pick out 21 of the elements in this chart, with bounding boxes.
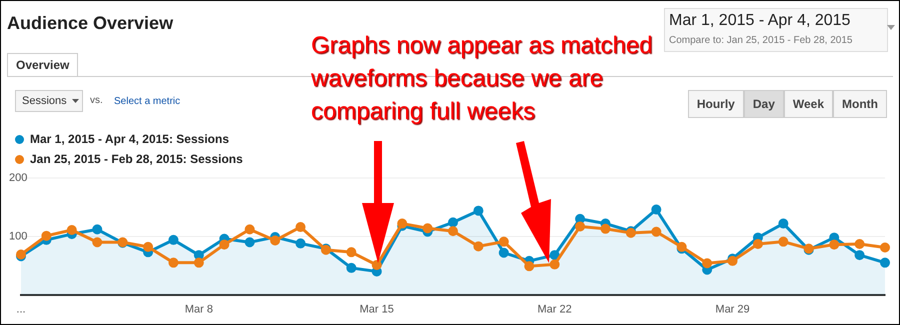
text: Hourly xyxy=(688,90,744,118)
chart-subtitle: Mar 1, 2015 - Apr 4, 2015 xyxy=(669,12,850,30)
x-tick-label: Mar 15 xyxy=(360,303,394,316)
text: vs. xyxy=(90,95,103,106)
text: Overview xyxy=(7,53,78,76)
legend-label: Mar 1, 2015 - Apr 4, 2015: Sessions xyxy=(30,131,229,148)
text: Week xyxy=(784,90,834,118)
x-tick-label: Mar 29 xyxy=(715,303,750,316)
y-tick-label: 200 xyxy=(9,172,28,184)
y-tick-label: 100 xyxy=(9,230,28,242)
text: Select a metric xyxy=(114,96,180,107)
text: Sessions xyxy=(15,90,83,112)
chart-title: Audience Overview xyxy=(7,13,174,34)
text: Month xyxy=(833,90,887,118)
text: Graphs now appear as matched waveforms because we are comparing full weeks xyxy=(311,32,653,125)
x-tick-label: Mar 22 xyxy=(538,303,572,316)
x-tick-label: Mar 8 xyxy=(184,303,213,316)
legend-label: Jan 25, 2015 - Feb 28, 2015: Sessions xyxy=(30,151,243,168)
text: Compare to: Jan 25, 2015 - Feb 28, 2015 xyxy=(669,35,852,46)
x-tick-label: ... xyxy=(16,303,26,316)
text: Day xyxy=(744,90,784,118)
